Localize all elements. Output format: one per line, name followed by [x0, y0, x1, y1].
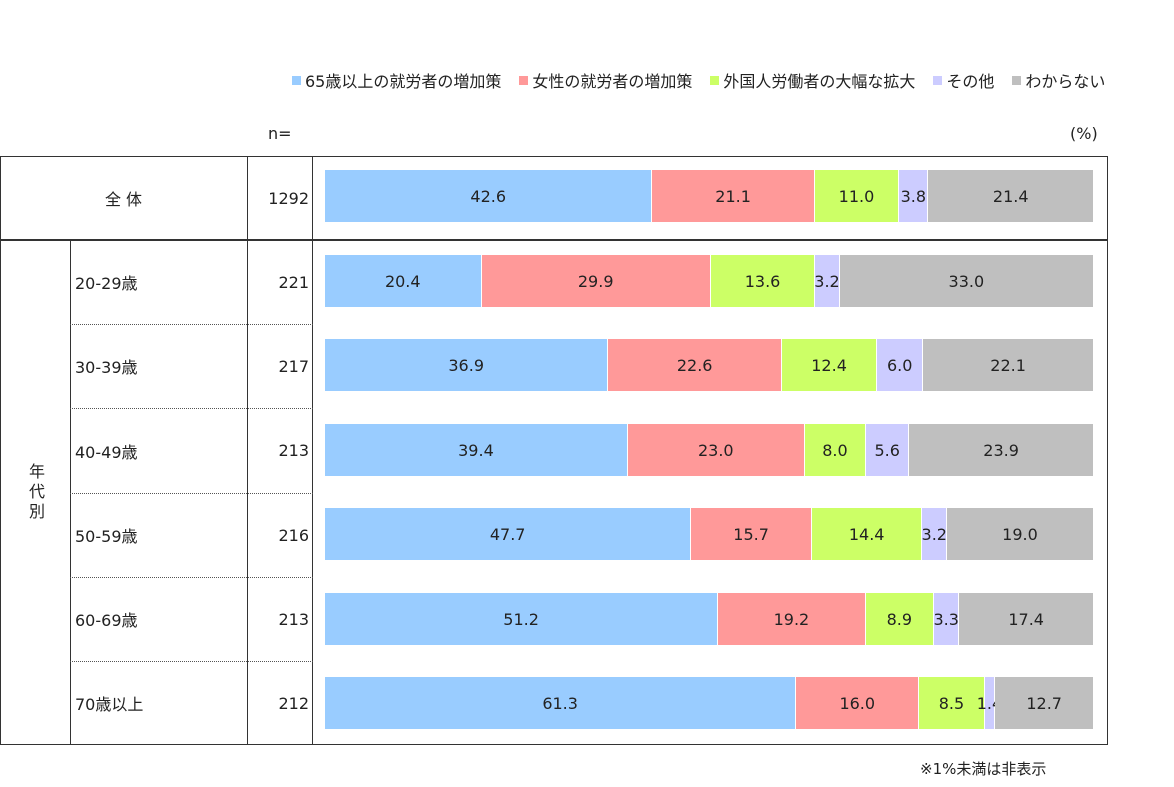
- bar-segment: 21.1: [652, 170, 815, 222]
- bar-segment: 17.4: [959, 593, 1093, 645]
- group-label-age: 年代別: [26, 462, 45, 523]
- bar-segment: 29.9: [481, 255, 711, 307]
- row-n-value: 212: [278, 693, 309, 713]
- bar-segment: 11.0: [814, 170, 900, 222]
- divider-total-row: [0, 239, 1108, 241]
- bar-segment: 20.4: [325, 255, 482, 307]
- bar-segment: 3.3: [933, 593, 960, 645]
- legend-swatch: [933, 75, 943, 85]
- legend-label: 女性の就労者の増加策: [532, 72, 693, 91]
- legend-item: わからない: [1012, 68, 1105, 92]
- bar-segment: 3.8: [899, 170, 929, 222]
- legend-label: わからない: [1025, 72, 1106, 91]
- bar-segment: 12.7: [995, 677, 1093, 729]
- stacked-bar: 36.9 22.6 12.4 6.0 22.1: [325, 339, 1093, 391]
- stacked-bar: 51.2 19.2 8.9 3.3 17.4: [325, 593, 1093, 645]
- legend-item: 女性の就労者の増加策: [519, 68, 692, 92]
- row-label: 50-59歳: [75, 527, 138, 546]
- bar-segment: 61.3: [325, 677, 797, 729]
- bar-segment: 3.2: [814, 255, 840, 307]
- stacked-bar: 20.4 29.9 13.6 3.2 33.0: [325, 255, 1093, 307]
- row-label: 40-49歳: [75, 442, 138, 462]
- legend-label: 外国人労働者の大幅な拡大: [723, 72, 916, 91]
- row-n-value: 1292: [268, 188, 309, 208]
- bar-segment: 42.6: [325, 170, 653, 222]
- chart-legend: 65歳以上の就労者の増加策 女性の就労者の増加策 外国人労働者の大幅な拡大 その他 わか…: [292, 68, 1105, 92]
- bar-segment: 8.5: [919, 677, 985, 729]
- row-label: 20-29歳: [75, 274, 138, 293]
- row-n-value: 221: [278, 272, 309, 292]
- bar-segment: 21.4: [928, 170, 1093, 222]
- row-label: 70歳以上: [75, 695, 144, 714]
- row-n-value: 216: [278, 525, 309, 545]
- bar-segment: 22.1: [923, 339, 1093, 391]
- bar-segment: 23.9: [909, 424, 1093, 476]
- unit-label: (%): [1070, 124, 1098, 143]
- stacked-bar: 61.3 16.0 8.5 1.4 12.7: [325, 677, 1093, 729]
- row-divider: [70, 661, 313, 662]
- row-divider: [70, 493, 313, 494]
- divider-n-column: [312, 156, 313, 745]
- divider-label-column: [247, 156, 248, 745]
- row-divider: [70, 577, 313, 578]
- bar-segment: 33.0: [839, 255, 1093, 307]
- bar-segment: 15.7: [691, 508, 812, 560]
- legend-item: その他: [933, 68, 994, 92]
- bar-segment: 5.6: [866, 424, 910, 476]
- row-n-value: 217: [278, 356, 309, 376]
- stacked-bar: 39.4 23.0 8.0 5.6 23.9: [325, 424, 1093, 476]
- bar-segment: 36.9: [325, 339, 609, 391]
- row-label: 60-69歳: [75, 611, 138, 630]
- row-divider: [70, 324, 313, 325]
- legend-label: 65歳以上の就労者の増加策: [305, 72, 502, 91]
- bar-segment: 39.4: [325, 424, 628, 476]
- legend-swatch: [710, 75, 720, 85]
- bar-segment: 6.0: [877, 339, 924, 391]
- footnote: ※1%未満は非表示: [920, 760, 1047, 778]
- bar-segment: 16.0: [796, 677, 920, 729]
- row-divider: [70, 408, 313, 409]
- bar-segment: 1.4: [977, 677, 1002, 729]
- row-n-value: 213: [278, 609, 309, 629]
- bar-segment: 8.0: [804, 424, 867, 476]
- bar-segment: 47.7: [325, 508, 692, 560]
- bar-segment: 8.9: [865, 593, 934, 645]
- bar-segment: 12.4: [781, 339, 878, 391]
- n-header: n=: [268, 124, 292, 143]
- legend-item: 外国人労働者の大幅な拡大: [710, 68, 915, 92]
- row-label: 30-39歳: [75, 358, 138, 377]
- bar-segment: 14.4: [811, 508, 923, 560]
- bar-segment: 51.2: [325, 593, 719, 645]
- legend-swatch: [1012, 75, 1022, 85]
- bar-segment: 22.6: [608, 339, 782, 391]
- legend-item: 65歳以上の就労者の増加策: [292, 68, 501, 92]
- row-label-total: 全 体: [104, 190, 143, 209]
- chart-table-frame: [0, 156, 1108, 745]
- bar-segment: 3.2: [922, 508, 948, 560]
- bar-segment: 19.2: [718, 593, 866, 645]
- divider-group-column: [70, 240, 71, 745]
- bar-segment: 23.0: [627, 424, 805, 476]
- stacked-bar: 42.6 21.1 11.0 3.8 21.4: [325, 170, 1093, 222]
- legend-swatch: [519, 75, 529, 85]
- stacked-bar: 47.7 15.7 14.4 3.2 19.0: [325, 508, 1093, 560]
- row-n-value: 213: [278, 441, 309, 460]
- bar-segment: 19.0: [947, 508, 1093, 560]
- bar-segment: 13.6: [710, 255, 816, 307]
- legend-label: その他: [946, 72, 995, 91]
- legend-swatch: [292, 75, 301, 85]
